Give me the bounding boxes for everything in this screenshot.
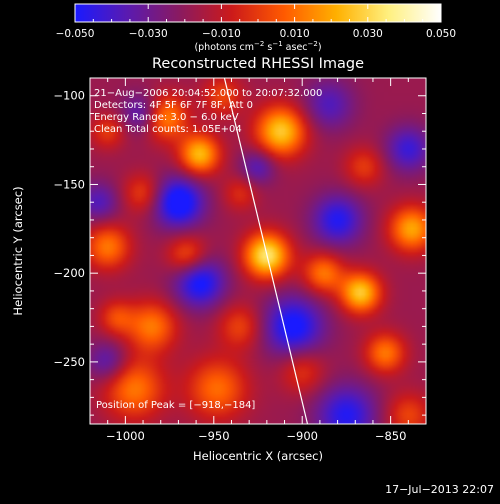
colorbar-tick-label: −0.050 [56, 28, 95, 40]
colorbar-tick-label: −0.010 [202, 28, 241, 40]
y-axis-label: Heliocentric Y (arcsec) [11, 186, 25, 315]
x-tick-label: −950 [198, 429, 230, 443]
x-tick-label: −900 [286, 429, 318, 443]
y-tick-label: −100 [53, 89, 85, 103]
chart-title: Reconstructed RHESSI Image [152, 56, 364, 72]
y-tick-label: −200 [53, 266, 85, 280]
y-tick-label: −250 [53, 355, 85, 369]
colorbar-tick-label: 0.010 [280, 28, 310, 40]
colorbar-tick-label: 0.030 [353, 28, 383, 40]
colorbar-tick-label: −0.030 [129, 28, 168, 40]
colorbar-ticks: −0.050 −0.030 −0.010 0.010 0.030 0.050 [56, 4, 456, 40]
x-tick-label: −850 [375, 429, 407, 443]
colorbar-unit-label: (photons cm−2 s−1 asec−2) [194, 40, 321, 53]
x-axis-ticks: −1000 −950 −900 −850 [89, 78, 427, 443]
heatmap-image [90, 78, 426, 424]
plot-frame [89, 77, 427, 425]
annotation-line: 21−Aug−2006 20:04:52.000 to 20:07:32.000 [94, 88, 322, 99]
annotation-line: Energy Range: 3.0 − 6.0 keV [94, 112, 239, 123]
y-axis-ticks: −100 −150 −200 −250 [53, 77, 426, 416]
y-tick-label: −150 [53, 177, 85, 191]
annotation-line: Detectors: 4F 5F 6F 7F 8F, Att 0 [94, 100, 253, 111]
solar-limb-line [223, 78, 309, 424]
x-axis-label: Heliocentric X (arcsec) [193, 449, 323, 463]
timestamp: 17−Jul−2013 22:07 [385, 483, 494, 496]
peak-position-label: Position of Peak = [−918,−184] [96, 400, 255, 411]
colorbar-tick-label: 0.050 [426, 28, 456, 40]
annotation-block: 21−Aug−2006 20:04:52.000 to 20:07:32.000… [94, 88, 322, 135]
annotation-line: Clean Total counts: 1.05E+04 [94, 124, 242, 135]
x-tick-label: −1000 [106, 429, 145, 443]
